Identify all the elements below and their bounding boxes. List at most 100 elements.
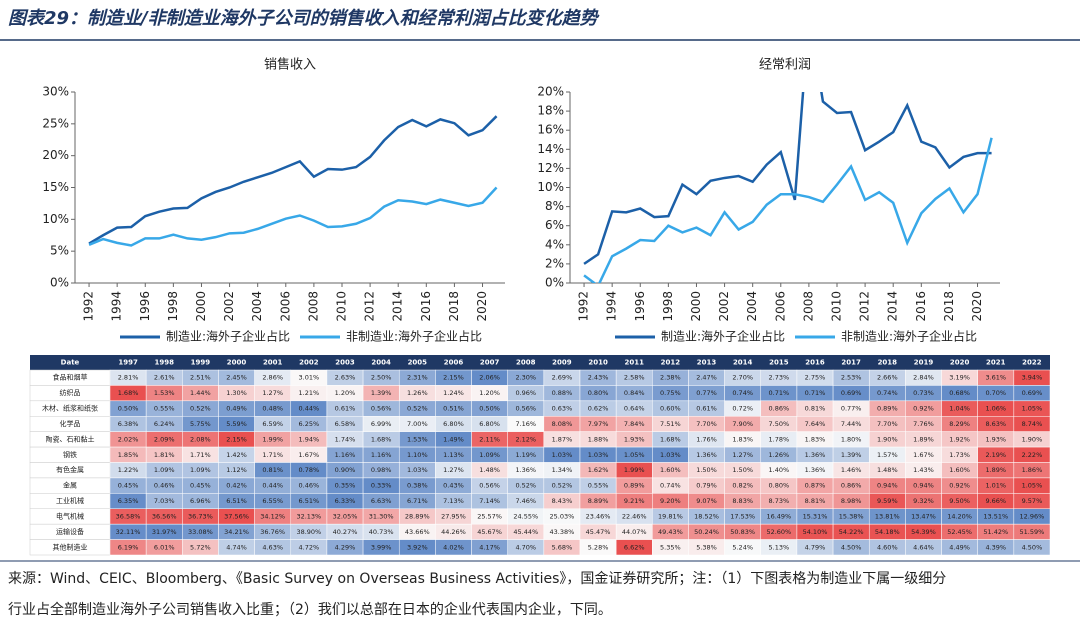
series-line <box>583 92 992 265</box>
table-cell-text: 1.27% <box>262 389 283 397</box>
table-cell-text: 1.05% <box>1022 482 1043 490</box>
table-header: 2009 <box>552 359 572 367</box>
x-tick-label: 2010 <box>829 291 843 322</box>
table-cell-text: 23.46% <box>586 512 611 520</box>
x-tick-label: 2008 <box>801 291 815 322</box>
table-cell-text: 2.31% <box>407 374 428 382</box>
x-tick-label: 2014 <box>391 291 405 322</box>
table-header: 2019 <box>914 359 934 367</box>
table-cell-text: 0.48% <box>262 405 283 413</box>
table-cell-text: 1.44% <box>190 389 211 397</box>
table-cell-text: 2.75% <box>805 374 826 382</box>
row-label: 化学品 <box>60 419 81 428</box>
table-header: 2012 <box>661 359 681 367</box>
legend-label: 制造业:海外子企业占比 <box>661 329 785 344</box>
table-cell-text: 0.70% <box>985 389 1006 397</box>
table-cell-text: 1.13% <box>443 451 464 459</box>
y-tick-label: 12% <box>537 161 564 175</box>
table-cell-text: 25.03% <box>550 512 575 520</box>
table-cell-text: 0.52% <box>515 482 536 490</box>
table-cell-text: 7.00% <box>407 420 428 428</box>
table-cell-text: 0.89% <box>624 482 645 490</box>
table-cell-text: 1.03% <box>552 451 573 459</box>
table-cell-text: 2.51% <box>190 374 211 382</box>
table-cell-text: 54.10% <box>803 528 828 536</box>
table-header: 2006 <box>444 359 464 367</box>
row-label: 木材、纸浆和纸张 <box>42 404 98 413</box>
table-cell-text: 1.93% <box>985 435 1006 443</box>
table-cell-text: 4.50% <box>841 543 862 551</box>
table-cell-text: 0.61% <box>696 405 717 413</box>
row-label: 运输设备 <box>56 527 84 536</box>
y-tick-label: 16% <box>537 123 564 137</box>
table-cell-text: 1.81% <box>154 451 175 459</box>
table-cell-text: 9.07% <box>696 497 717 505</box>
table-cell-text: 6.62% <box>624 543 645 551</box>
table-cell-text: 0.96% <box>515 389 536 397</box>
table-header: 2004 <box>371 359 391 367</box>
table-cell-text: 4.70% <box>515 543 536 551</box>
table-cell-text: 4.74% <box>226 543 247 551</box>
table-cell-text: 0.86% <box>769 405 790 413</box>
table-header: 2020 <box>950 359 970 367</box>
table-cell-text: 6.58% <box>335 420 356 428</box>
table-cell-text: 1.76% <box>696 435 717 443</box>
table-cell-text: 36.73% <box>188 512 213 520</box>
table-cell-text: 1.03% <box>660 451 681 459</box>
table-cell-text: 4.17% <box>479 543 500 551</box>
table-cell-text: 0.73% <box>913 389 934 397</box>
table-cell-text: 0.46% <box>154 482 175 490</box>
table-cell-text: 0.71% <box>805 389 826 397</box>
table-cell-text: 38.90% <box>296 528 321 536</box>
table-cell-text: 8.73% <box>769 497 790 505</box>
table-cell-text: 45.67% <box>477 528 502 536</box>
table-cell-text: 9.50% <box>949 497 970 505</box>
table-cell-text: 4.50% <box>1022 543 1043 551</box>
table-cell-text: 1.09% <box>154 466 175 474</box>
table-cell-text: 31.97% <box>152 528 177 536</box>
table-cell-text: 1.57% <box>877 451 898 459</box>
table-cell-text: 7.70% <box>696 420 717 428</box>
table-cell-text: 2.06% <box>479 374 500 382</box>
table-cell-text: 1.50% <box>696 466 717 474</box>
table-cell-text: 9.32% <box>913 497 934 505</box>
table-cell-text: 7.64% <box>805 420 826 428</box>
y-tick-label: 10% <box>42 212 69 226</box>
table-cell-text: 54.18% <box>875 528 900 536</box>
table-cell-text: 1.20% <box>335 389 356 397</box>
table-cell-text: 1.71% <box>190 451 211 459</box>
legend-label: 非制造业:海外子企业占比 <box>346 329 482 344</box>
table-cell-text: 7.51% <box>660 420 681 428</box>
table-cell-text: 1.46% <box>841 466 862 474</box>
table-cell-text: 7.13% <box>443 497 464 505</box>
table-cell-text: 1.67% <box>913 451 934 459</box>
y-tick-label: 2% <box>545 256 564 270</box>
x-tick-label: 2000 <box>689 291 703 322</box>
table-cell-text: 1.21% <box>299 389 320 397</box>
table-cell-text: 24.55% <box>513 512 538 520</box>
row-label: 钢铁 <box>63 450 77 459</box>
table-cell-text: 0.43% <box>443 482 464 490</box>
table-cell-text: 51.59% <box>1020 528 1045 536</box>
table-cell-text: 1.34% <box>552 466 573 474</box>
table-cell-text: 44.26% <box>441 528 466 536</box>
table-cell-text: 1.48% <box>877 466 898 474</box>
y-tick-label: 6% <box>545 218 564 232</box>
table-cell-text: 27.95% <box>441 512 466 520</box>
table-cell-text: 8.74% <box>1022 420 1043 428</box>
table-cell-text: 1.39% <box>371 389 392 397</box>
table-cell-text: 1.85% <box>118 451 139 459</box>
table-cell-text: 1.89% <box>913 435 934 443</box>
table-cell-text: 1.99% <box>624 466 645 474</box>
table-header: 2001 <box>263 359 283 367</box>
table-cell-text: 34.21% <box>224 528 249 536</box>
table-cell-text: 0.92% <box>949 482 970 490</box>
table-cell-text: 1.50% <box>732 466 753 474</box>
table-header: 1999 <box>191 359 211 367</box>
table-cell-text: 0.56% <box>515 405 536 413</box>
table-cell-text: 1.24% <box>443 389 464 397</box>
table-cell-text: 0.61% <box>335 405 356 413</box>
table-cell-text: 5.72% <box>190 543 211 551</box>
table-cell-text: 1.89% <box>985 466 1006 474</box>
